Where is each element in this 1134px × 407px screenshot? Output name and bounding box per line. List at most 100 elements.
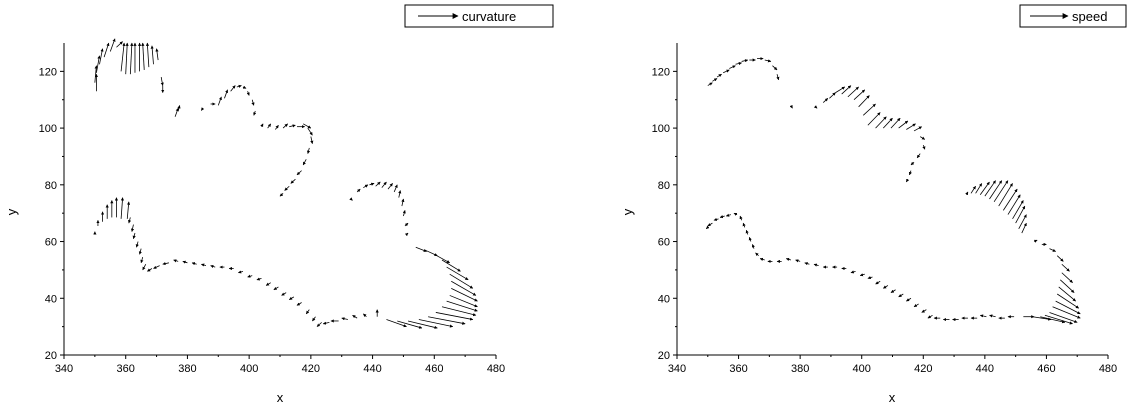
y-tick: 40 xyxy=(45,293,64,305)
vector-arrow xyxy=(882,117,893,129)
x-tick: 460 xyxy=(1037,355,1056,375)
vector-arrow xyxy=(789,104,793,109)
vector-arrow xyxy=(305,309,310,315)
y-tick-label: 20 xyxy=(658,350,670,362)
x-tick: 460 xyxy=(425,355,443,375)
vector-arrow xyxy=(1007,194,1021,215)
vector-arrow xyxy=(418,319,454,328)
x-tick: 360 xyxy=(117,355,135,375)
vector-arrow xyxy=(273,286,279,291)
vector-arrow xyxy=(96,55,101,73)
vector-arrow xyxy=(707,222,713,227)
y-tick: 80 xyxy=(45,180,64,192)
vector-arrow xyxy=(352,314,358,319)
x-tick-label: 440 xyxy=(363,363,381,375)
vector-arrow xyxy=(150,45,154,65)
vector-arrow xyxy=(322,321,330,325)
vector-arrow xyxy=(764,59,772,63)
x-tick: 400 xyxy=(853,355,871,375)
x-tick-label: 460 xyxy=(425,363,443,375)
vector-arrow xyxy=(201,263,207,267)
x-axis-label: x xyxy=(277,390,284,405)
vector-arrow xyxy=(246,91,250,96)
x-tick: 360 xyxy=(729,355,748,375)
vector-arrow xyxy=(145,42,150,68)
vector-arrow xyxy=(174,107,179,117)
vector-arrow xyxy=(402,210,406,217)
vector-arrow xyxy=(177,105,181,112)
vector-arrow xyxy=(1056,293,1080,309)
vector-arrow xyxy=(1018,214,1027,229)
vector-arrow xyxy=(910,161,915,166)
vector-arrow xyxy=(267,123,272,129)
legend-box: curvature xyxy=(404,4,554,28)
vector-arrow xyxy=(975,183,983,194)
y-axis-label: y xyxy=(4,208,19,215)
vector-arrow xyxy=(191,262,197,266)
vector-arrow xyxy=(281,292,287,296)
vector-arrow xyxy=(393,184,398,193)
vector-arrow xyxy=(435,312,474,321)
y-tick: 60 xyxy=(45,237,64,249)
vector-arrow xyxy=(155,48,159,61)
vector-series xyxy=(93,38,478,329)
vector-arrow xyxy=(173,259,179,263)
vector-arrow xyxy=(296,302,302,306)
vector-arrow xyxy=(138,248,142,255)
vector-arrow xyxy=(109,38,116,52)
vector-arrow xyxy=(288,296,295,301)
vector-arrow xyxy=(238,270,244,274)
vector-arrow xyxy=(341,317,348,321)
vector-arrow xyxy=(1061,263,1070,272)
vector-arrow xyxy=(707,82,713,86)
vector-arrow xyxy=(210,264,216,269)
vector-arrow xyxy=(853,89,866,101)
vector-arrow xyxy=(349,197,353,201)
vector-arrow xyxy=(725,213,731,217)
vector-arrow xyxy=(140,257,144,264)
vector-arrow xyxy=(279,193,284,197)
curvature-plot-panel: curvature x y 340 360 380 400 420 440 460 480 20… xyxy=(4,4,554,405)
x-tick: 340 xyxy=(668,355,686,375)
vector-arrow xyxy=(434,253,450,264)
vector-arrow xyxy=(310,136,314,145)
vector-arrow xyxy=(401,198,405,207)
y-tick: 20 xyxy=(658,350,677,362)
vector-arrow xyxy=(224,89,229,99)
vector-arrow xyxy=(705,225,710,230)
legend-box: speed xyxy=(1019,4,1127,28)
x-tick-label: 400 xyxy=(240,363,258,375)
vector-arrow xyxy=(927,314,933,319)
y-tick-label: 60 xyxy=(658,237,670,249)
vector-arrow xyxy=(369,182,375,186)
vector-arrow xyxy=(723,69,730,74)
vector-arrow xyxy=(742,222,746,228)
x-tick-label: 480 xyxy=(1099,363,1117,375)
vector-arrow xyxy=(302,123,312,129)
vector-arrow xyxy=(1012,200,1024,220)
vector-arrow xyxy=(265,282,271,286)
vector-arrow xyxy=(147,268,153,272)
vector-arrow xyxy=(1002,188,1018,211)
vector-arrow xyxy=(302,159,307,166)
vector-arrow xyxy=(290,178,296,184)
x-tick-label: 420 xyxy=(302,363,320,375)
vector-arrow xyxy=(713,217,719,221)
vector-arrow xyxy=(375,181,381,187)
vector-arrow xyxy=(1021,222,1027,234)
vector-arrow xyxy=(979,314,987,318)
vector-arrow xyxy=(1060,279,1075,293)
vector-arrow xyxy=(275,124,279,130)
vector-arrow xyxy=(979,181,990,195)
vector-arrow xyxy=(1058,286,1076,302)
y-tick-label: 40 xyxy=(658,293,670,305)
vector-arrow xyxy=(404,232,409,237)
vector-arrow xyxy=(822,98,829,103)
vector-arrow xyxy=(316,322,322,327)
x-tick-label: 400 xyxy=(853,363,871,375)
vector-arrow xyxy=(716,73,722,78)
vector-arrow xyxy=(441,306,477,317)
vector-arrow xyxy=(745,229,749,235)
vector-arrow xyxy=(867,112,881,126)
vector-arrow xyxy=(741,59,749,63)
